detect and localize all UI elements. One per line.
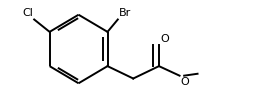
Text: O: O [160,34,169,44]
Text: Cl: Cl [22,8,33,18]
Text: Br: Br [119,8,131,18]
Text: O: O [181,77,190,87]
